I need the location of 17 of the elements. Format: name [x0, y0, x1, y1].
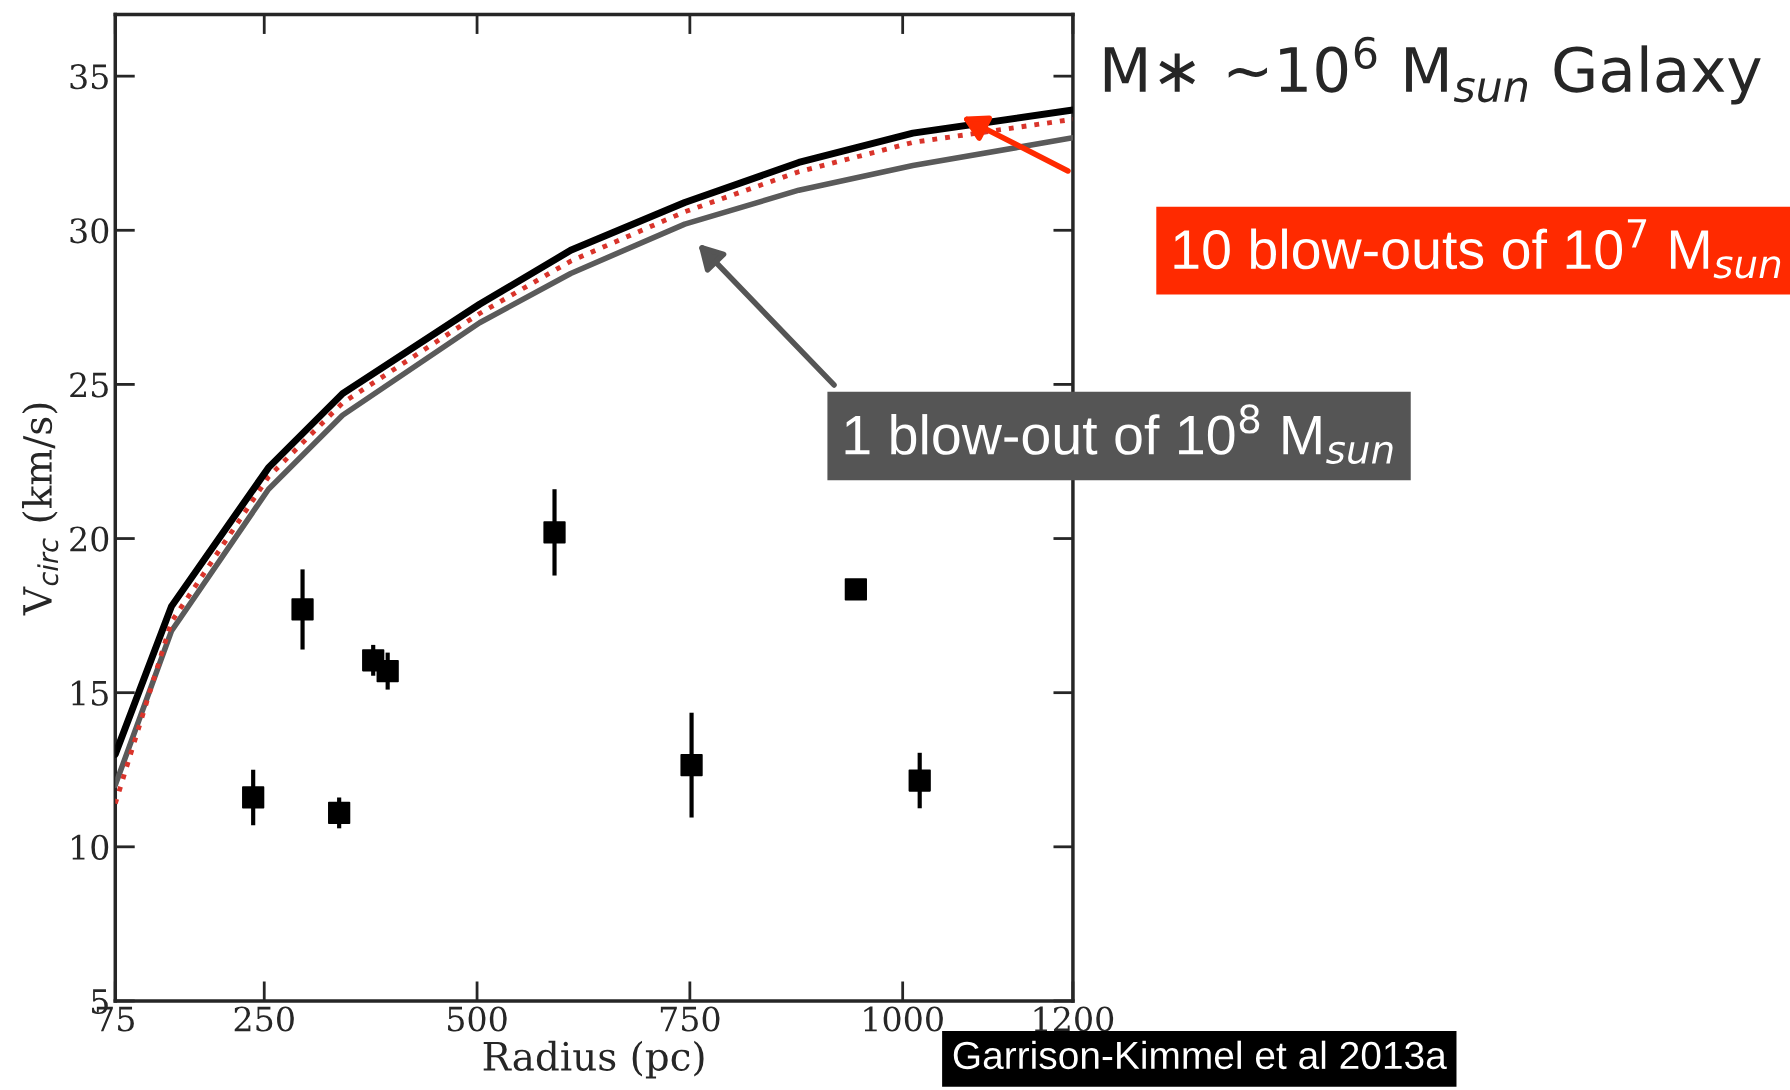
text: M∗ ~10$^{6}$ M$_{sun}$ Galaxy	[1104, 36, 1761, 105]
x-tick-label: 750	[660, 1006, 720, 1032]
y-axis-title: V$_{circ}$ (km/s)	[22, 403, 59, 616]
annotation: 1 blow-out of 10$^{8}$ M$_{sun}$	[845, 404, 1393, 464]
x-axis-title: Radius (pc)	[483, 1040, 704, 1079]
x-tick-label: 1000	[864, 1006, 943, 1032]
text: Garrison-Kimmel et al 2013a	[953, 1040, 1447, 1070]
y-tick-label: 35	[70, 64, 108, 90]
y-tick-label: 10	[72, 834, 109, 860]
y-tick-label: 25	[70, 372, 108, 398]
y-tick-label: 15	[72, 680, 108, 706]
x-tick-label: 250	[234, 1006, 294, 1032]
x-tick-label: 1200	[1034, 1006, 1114, 1032]
x-tick-label: 500	[448, 1006, 507, 1032]
text: 10 blow-outs of 10$^{7}$ M$_{sun}$	[1174, 219, 1781, 279]
y-tick-label: 20	[70, 526, 109, 552]
y-tick-label: 30	[70, 218, 109, 244]
